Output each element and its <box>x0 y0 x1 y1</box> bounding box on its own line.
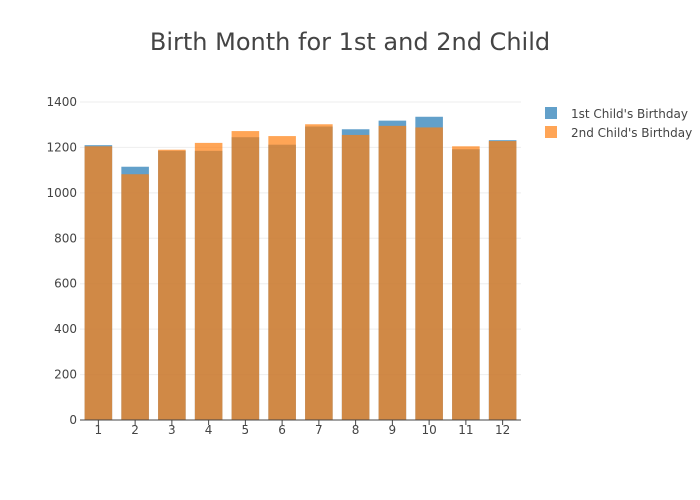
y-tick-label: 1400 <box>46 95 77 109</box>
y-tick-label: 400 <box>54 322 77 336</box>
x-tick-label: 4 <box>205 423 213 437</box>
y-tick-label: 1000 <box>46 186 77 200</box>
y-tick-label: 800 <box>54 231 77 245</box>
bar-series-2-month-6 <box>268 136 296 421</box>
legend-item-series-1[interactable]: 1st Child's Birthday <box>545 107 688 121</box>
y-tick-label: 200 <box>54 368 77 382</box>
bar-series-2-month-11 <box>452 146 480 421</box>
bar-series-2-month-9 <box>378 125 407 420</box>
bar-series-2-month-1 <box>84 146 113 421</box>
bar-series-2-month-5 <box>231 131 260 420</box>
legend-swatch <box>545 107 557 119</box>
bar-series-2-month-7 <box>305 124 333 420</box>
x-tick-label: 8 <box>352 423 360 437</box>
y-tick-label: 1200 <box>46 140 77 154</box>
chart-title: Birth Month for 1st and 2nd Child <box>150 28 550 56</box>
x-tick-label: 1 <box>95 423 103 437</box>
legend-swatch <box>545 126 557 138</box>
y-tick-label: 0 <box>69 413 77 427</box>
y-tick-label: 600 <box>54 277 77 291</box>
legend-label: 1st Child's Birthday <box>571 107 688 121</box>
bar-series-2-month-2 <box>121 174 149 420</box>
legend-label: 2nd Child's Birthday <box>571 126 692 140</box>
bar-series-2-month-10 <box>415 127 443 420</box>
x-tick-label: 6 <box>278 423 286 437</box>
bar-series-2-month-8 <box>341 134 370 420</box>
x-tick-label: 11 <box>458 423 473 437</box>
bars <box>84 116 517 421</box>
bar-series-2-month-3 <box>158 149 186 420</box>
x-tick-label: 5 <box>242 423 250 437</box>
gridlines <box>80 101 521 376</box>
x-tick-label: 9 <box>389 423 397 437</box>
bar-series-2-month-12 <box>488 141 517 420</box>
x-tick-label: 10 <box>421 423 436 437</box>
x-tick-label: 7 <box>315 423 323 437</box>
x-tick-label: 3 <box>168 423 176 437</box>
bar-series-2-month-4 <box>194 142 223 420</box>
x-tick-label: 12 <box>495 423 510 437</box>
x-tick-label: 2 <box>131 423 139 437</box>
legend[interactable]: 1st Child's Birthday 2nd Child's Birthday <box>545 107 692 140</box>
legend-item-series-2[interactable]: 2nd Child's Birthday <box>545 126 692 140</box>
